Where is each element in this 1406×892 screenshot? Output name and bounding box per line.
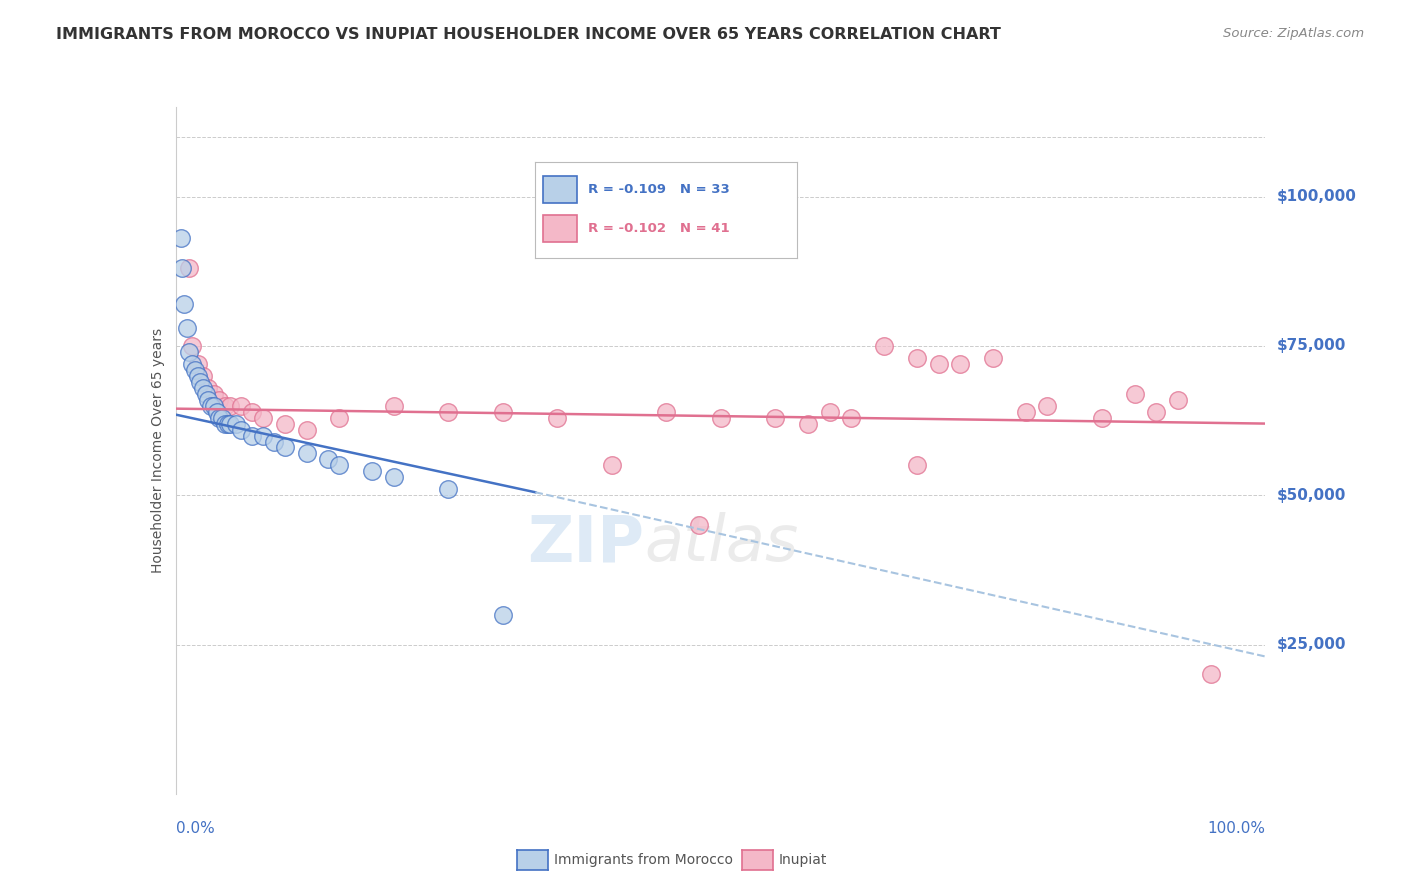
Point — [437, 483, 460, 497]
Point — [818, 404, 841, 418]
Point — [214, 417, 236, 431]
Point — [382, 399, 405, 413]
Point — [263, 434, 285, 449]
Point — [211, 410, 233, 425]
Point — [176, 321, 198, 335]
Point — [274, 417, 297, 431]
Point — [202, 386, 225, 401]
Point — [217, 417, 239, 431]
Point — [981, 351, 1004, 365]
Point — [492, 607, 515, 622]
Text: ZIP: ZIP — [527, 512, 644, 574]
Point — [492, 404, 515, 418]
Text: $75,000: $75,000 — [1277, 338, 1346, 353]
Point — [170, 231, 193, 245]
Point — [219, 417, 242, 431]
Point — [208, 410, 231, 425]
Point — [173, 11, 195, 25]
Point — [188, 375, 211, 389]
Point — [328, 410, 350, 425]
Point — [763, 410, 786, 425]
Point — [295, 423, 318, 437]
Point — [240, 428, 263, 442]
Point — [231, 399, 253, 413]
Point — [186, 357, 209, 371]
Text: Source: ZipAtlas.com: Source: ZipAtlas.com — [1223, 27, 1364, 40]
Point — [231, 423, 253, 437]
Point — [546, 410, 568, 425]
Point — [225, 417, 247, 431]
Point — [181, 357, 204, 371]
Point — [797, 417, 820, 431]
Point — [1123, 386, 1146, 401]
Text: atlas: atlas — [644, 512, 799, 574]
Point — [655, 404, 678, 418]
Point — [240, 404, 263, 418]
Point — [873, 339, 896, 353]
Point — [197, 381, 219, 395]
Point — [1015, 404, 1038, 418]
Point — [181, 339, 204, 353]
Text: $100,000: $100,000 — [1277, 189, 1357, 204]
Point — [200, 399, 222, 413]
Point — [710, 410, 733, 425]
Point — [197, 392, 219, 407]
Point — [1091, 410, 1114, 425]
Point — [202, 399, 225, 413]
Point — [177, 345, 200, 359]
Point — [1199, 667, 1222, 681]
Point — [1146, 404, 1168, 418]
Point — [184, 363, 207, 377]
Point — [688, 518, 710, 533]
Point — [437, 404, 460, 418]
Point — [191, 368, 214, 383]
Point — [295, 446, 318, 460]
Point — [219, 399, 242, 413]
Point — [173, 297, 195, 311]
Text: IMMIGRANTS FROM MOROCCO VS INUPIAT HOUSEHOLDER INCOME OVER 65 YEARS CORRELATION : IMMIGRANTS FROM MOROCCO VS INUPIAT HOUSE… — [56, 27, 1001, 42]
Point — [1167, 392, 1189, 407]
Bar — [543, 215, 578, 242]
Point — [949, 357, 972, 371]
Point — [172, 261, 194, 276]
Point — [205, 404, 228, 418]
Point — [208, 392, 231, 407]
Text: Inupiat: Inupiat — [779, 853, 827, 867]
Text: 0.0%: 0.0% — [176, 822, 215, 837]
Text: Immigrants from Morocco: Immigrants from Morocco — [554, 853, 733, 867]
Text: R = -0.102   N = 41: R = -0.102 N = 41 — [588, 222, 730, 235]
Y-axis label: Householder Income Over 65 years: Householder Income Over 65 years — [150, 328, 165, 573]
Point — [905, 458, 928, 473]
Point — [274, 441, 297, 455]
Point — [928, 357, 950, 371]
Point — [214, 399, 236, 413]
Text: R = -0.109   N = 33: R = -0.109 N = 33 — [588, 184, 730, 196]
Point — [841, 410, 863, 425]
Point — [177, 261, 200, 276]
Point — [195, 386, 218, 401]
Point — [905, 351, 928, 365]
Point — [1036, 399, 1059, 413]
Point — [191, 381, 214, 395]
Bar — [543, 177, 578, 203]
Text: $25,000: $25,000 — [1277, 637, 1346, 652]
Point — [318, 452, 340, 467]
Point — [252, 428, 274, 442]
Point — [361, 464, 384, 478]
Point — [382, 470, 405, 484]
Point — [186, 368, 209, 383]
Point — [328, 458, 350, 473]
Text: $50,000: $50,000 — [1277, 488, 1346, 503]
Text: 100.0%: 100.0% — [1208, 822, 1265, 837]
Point — [600, 458, 623, 473]
Point — [252, 410, 274, 425]
